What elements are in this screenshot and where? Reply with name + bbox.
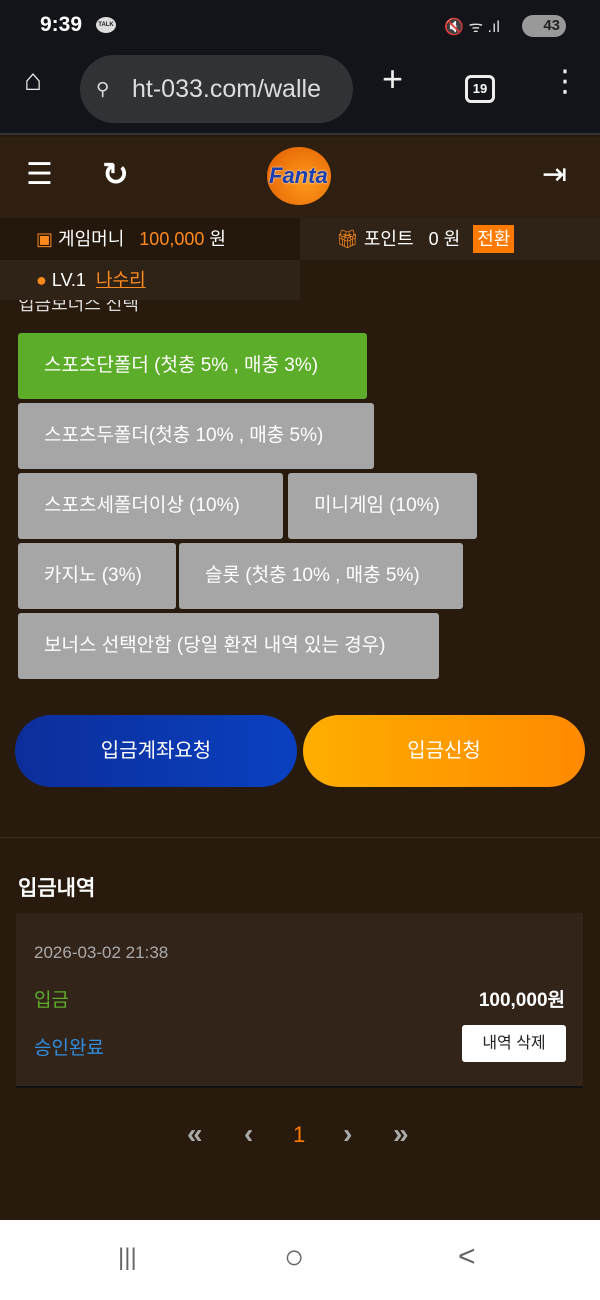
back-icon[interactable]: <	[458, 1240, 476, 1273]
battery-icon: 43	[522, 15, 566, 37]
home-icon[interactable]: ⌂	[24, 64, 43, 97]
point-row: 🎁︎ 포인트 0 원 전환	[300, 218, 600, 260]
history-item: 2026-03-02 21:38 입금 100,000원 승인완료 내역 삭제	[16, 913, 583, 1086]
history-amount: 100,000원	[478, 990, 565, 1011]
tab-count-button[interactable]: 19	[465, 75, 495, 103]
bonus-option-sports-triple[interactable]: 스포츠세폴더이상 (10%)	[18, 473, 283, 539]
bonus-option-sports-double[interactable]: 스포츠두폴더(첫충 10% , 매충 5%)	[18, 403, 374, 469]
bonus-option-slot[interactable]: 슬롯 (첫충 10% , 매충 5%)	[179, 543, 463, 609]
clock: 9:39	[40, 13, 83, 36]
url-bar[interactable]: ⚲ ht-033.com/walle	[80, 55, 353, 123]
url-text: ht-033.com/walle	[132, 75, 321, 103]
history-type: 입금	[34, 990, 69, 1011]
new-tab-icon[interactable]: +	[382, 58, 404, 99]
delete-history-button[interactable]: 내역 삭제	[462, 1025, 566, 1062]
currency: 원	[209, 229, 226, 249]
last-page-icon[interactable]: »	[393, 1118, 409, 1149]
home-nav-icon[interactable]: ○	[284, 1238, 305, 1276]
fanta-logo[interactable]: Fanta	[267, 147, 331, 205]
first-page-icon[interactable]: «	[187, 1118, 203, 1149]
point-value: 0	[428, 229, 439, 249]
username-link[interactable]: 나수리	[95, 270, 146, 290]
bonus-option-minigame[interactable]: 미니게임 (10%)	[288, 473, 477, 539]
site-settings-icon[interactable]: ⚲	[96, 79, 110, 99]
history-title: 입금내역	[18, 877, 96, 900]
hamburger-menu-icon[interactable]: ☰	[26, 158, 53, 191]
system-nav-bar: ||| ○ <	[0, 1220, 600, 1300]
level-row: ● LV.1 나수리	[0, 260, 300, 300]
game-money-value: 100,000	[139, 229, 205, 249]
page-1[interactable]: 1	[293, 1122, 306, 1147]
status-bar: 9:39 TALK 🔇 ᯤ .ıl 43	[0, 0, 600, 50]
level: LV.1	[51, 270, 86, 290]
deposit-request-button[interactable]: 입금신청	[303, 715, 585, 787]
game-money-label: 게임머니	[58, 229, 125, 249]
kakaotalk-icon: TALK	[96, 17, 116, 33]
bonus-option-sports-single[interactable]: 스포츠단폴더 (첫충 5% , 매충 3%)	[18, 333, 367, 399]
user-icon: ●	[36, 270, 47, 290]
convert-button[interactable]: 전환	[473, 225, 515, 253]
logout-icon[interactable]: ⇥	[542, 158, 568, 191]
point-currency: 원	[443, 229, 461, 249]
wallet-icon: ▣	[36, 229, 54, 249]
gift-icon: 🎁︎	[336, 229, 359, 249]
history-date: 2026-03-02 21:38	[34, 943, 169, 962]
history-status: 승인완료	[34, 1038, 104, 1059]
bonus-section-title: 입금보너스 선택	[18, 294, 139, 314]
pagination: « ‹ 1 › »	[0, 1118, 600, 1154]
recents-icon[interactable]: |||	[118, 1244, 137, 1271]
next-page-icon[interactable]: ›	[343, 1118, 353, 1149]
prev-page-icon[interactable]: ‹	[244, 1118, 254, 1149]
bonus-option-casino[interactable]: 카지노 (3%)	[18, 543, 176, 609]
refresh-icon[interactable]: ↻	[102, 156, 129, 192]
point-label: 포인트	[363, 229, 414, 249]
site-header: ☰ ↻ Fanta ⇥	[0, 137, 600, 218]
game-money-row: ▣ 게임머니 100,000 원	[0, 218, 300, 260]
browser-toolbar: ⌂ ⚲ ht-033.com/walle + 19 ⋮	[0, 50, 600, 135]
bonus-option-none[interactable]: 보너스 선택안함 (당일 환전 내역 있는 경우)	[18, 613, 439, 679]
divider	[0, 837, 600, 838]
account-request-button[interactable]: 입금계좌요청	[15, 715, 297, 787]
signal-icons: 🔇 ᯤ .ıl	[444, 19, 500, 36]
more-menu-icon[interactable]: ⋮	[550, 65, 580, 98]
